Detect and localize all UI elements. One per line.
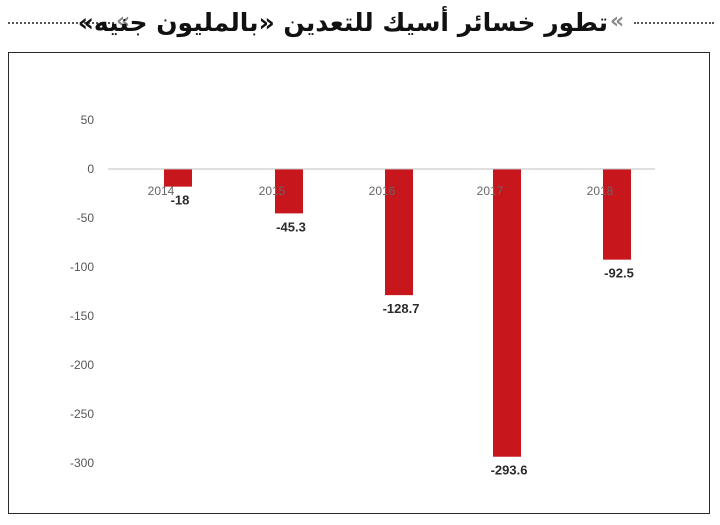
y-tick-label: -50 (77, 211, 95, 225)
bar-2015 (275, 169, 303, 214)
y-tick-label: -100 (70, 260, 94, 274)
header-rule-right (634, 22, 714, 24)
bar-2014 (164, 169, 192, 187)
chevron-left-icon: « (116, 9, 131, 34)
category-label: 2016 (369, 184, 396, 198)
chart-header: « تطور خسائر أسيك للتعدين «بالمليون جنيه… (0, 0, 720, 52)
category-label: 2017 (477, 184, 504, 198)
category-label: 2015 (259, 184, 286, 198)
y-tick-label: -300 (70, 456, 94, 470)
data-label: -18 (171, 193, 190, 208)
y-tick-label: -250 (70, 407, 94, 421)
data-label: -293.6 (491, 463, 528, 478)
data-label: -128.7 (383, 301, 420, 316)
chart-frame (8, 52, 710, 514)
y-tick-label: 0 (87, 162, 94, 176)
chart-title: تطور خسائر أسيك للتعدين «بالمليون جنيه» (77, 8, 608, 37)
y-tick-label: -150 (70, 309, 94, 323)
category-label: 2014 (148, 184, 175, 198)
chevron-right-icon: « (610, 9, 625, 34)
bar-2017 (493, 169, 521, 457)
category-label: 2018 (587, 184, 614, 198)
y-tick-label: -200 (70, 358, 94, 372)
header-rule-left (8, 22, 114, 24)
data-label: -45.3 (276, 219, 306, 234)
bar-2016 (385, 169, 413, 296)
bar-2018 (603, 169, 631, 260)
data-label: -92.5 (604, 266, 634, 281)
y-tick-label: 50 (81, 113, 95, 127)
